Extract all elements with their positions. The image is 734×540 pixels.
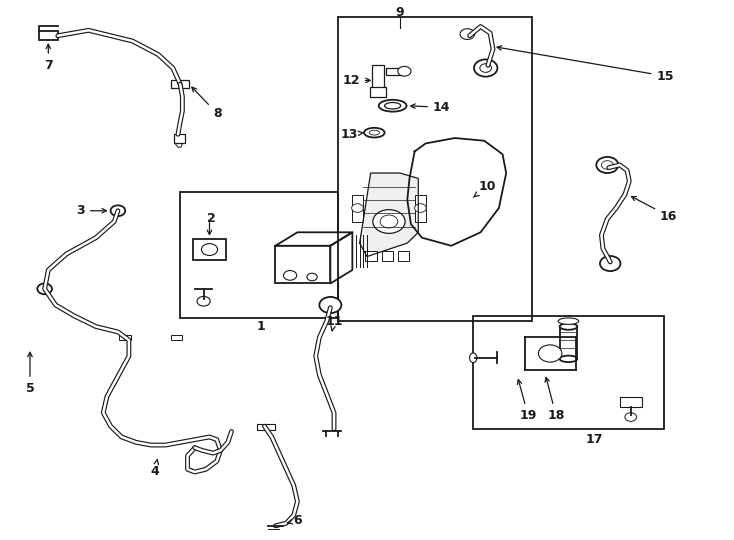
Text: 8: 8	[192, 87, 222, 120]
Bar	[173, 134, 184, 144]
Circle shape	[474, 59, 498, 77]
Bar	[386, 68, 404, 75]
Bar	[171, 335, 182, 340]
Text: 6: 6	[287, 514, 302, 527]
Text: 16: 16	[631, 197, 677, 222]
Text: 13: 13	[341, 128, 364, 141]
Bar	[365, 251, 377, 261]
Polygon shape	[330, 232, 352, 284]
Text: 15: 15	[497, 46, 674, 83]
Text: 19: 19	[517, 380, 537, 422]
Ellipse shape	[560, 323, 577, 330]
Bar	[560, 327, 577, 359]
Text: 2: 2	[206, 212, 215, 225]
Bar	[120, 335, 131, 340]
Circle shape	[380, 215, 398, 228]
Circle shape	[539, 345, 562, 362]
Bar	[39, 31, 58, 40]
Text: 17: 17	[585, 433, 603, 446]
Circle shape	[480, 64, 492, 72]
Circle shape	[197, 296, 210, 306]
Circle shape	[460, 29, 475, 39]
Bar	[415, 194, 426, 221]
Bar	[275, 246, 330, 284]
Circle shape	[600, 256, 620, 271]
Text: 12: 12	[342, 74, 370, 87]
Text: 10: 10	[473, 180, 496, 197]
Bar	[398, 251, 410, 261]
Ellipse shape	[559, 318, 578, 325]
Text: 18: 18	[545, 377, 564, 422]
Circle shape	[601, 161, 613, 169]
Bar	[180, 192, 338, 319]
Circle shape	[319, 297, 341, 313]
Circle shape	[201, 244, 217, 255]
Circle shape	[373, 210, 405, 233]
Bar	[473, 316, 664, 429]
Polygon shape	[360, 173, 418, 256]
Bar	[372, 65, 384, 90]
Bar	[257, 423, 275, 430]
Text: 7: 7	[44, 44, 53, 72]
Ellipse shape	[470, 353, 477, 363]
Polygon shape	[275, 232, 352, 246]
Ellipse shape	[385, 103, 401, 109]
Ellipse shape	[364, 128, 385, 138]
Bar	[352, 194, 363, 221]
Ellipse shape	[560, 356, 577, 362]
Text: 9: 9	[396, 6, 404, 19]
Circle shape	[111, 205, 126, 216]
Bar	[382, 251, 393, 261]
Text: 1: 1	[256, 320, 265, 333]
Bar	[172, 80, 189, 89]
Text: 3: 3	[76, 204, 106, 217]
Circle shape	[625, 413, 636, 421]
Circle shape	[307, 273, 317, 281]
Circle shape	[398, 66, 411, 76]
Circle shape	[283, 271, 297, 280]
Bar	[338, 17, 532, 321]
Circle shape	[596, 157, 618, 173]
Circle shape	[415, 204, 426, 212]
Text: 11: 11	[325, 315, 343, 331]
Text: 5: 5	[26, 352, 34, 395]
Bar	[193, 239, 225, 260]
Ellipse shape	[379, 100, 407, 112]
Circle shape	[37, 284, 52, 294]
Bar	[370, 87, 386, 97]
Text: 4: 4	[150, 460, 159, 478]
Text: 14: 14	[411, 101, 451, 114]
Circle shape	[352, 204, 363, 212]
